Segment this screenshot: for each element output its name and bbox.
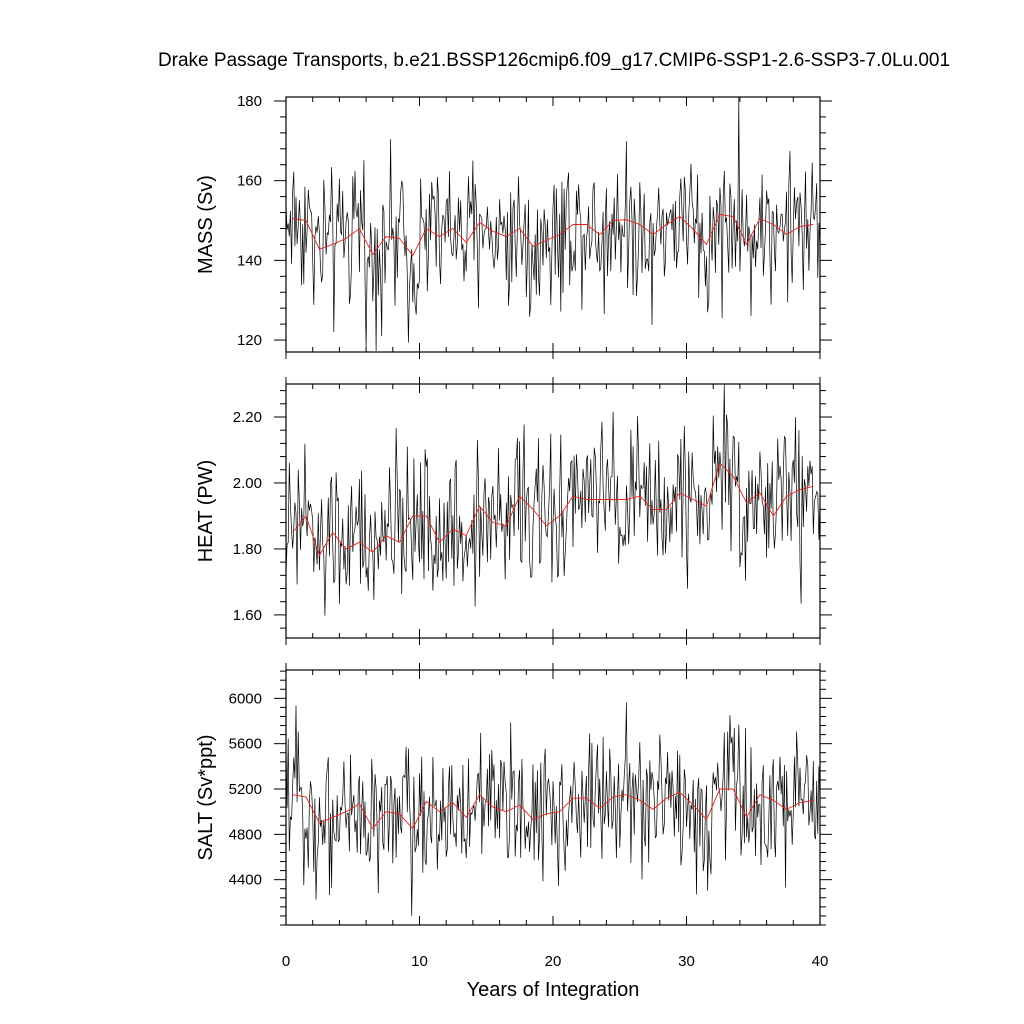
plot-frame	[285, 383, 821, 639]
panel-mass: 120 140 160 180 MASS (Sv)	[195, 93, 832, 359]
axis-ticks	[274, 377, 832, 645]
monthly-series-line	[285, 96, 821, 352]
axis-ticks	[274, 663, 832, 926]
x-tick-labels: 0 10 20 30 40	[282, 953, 829, 970]
y-tick-label: 140	[237, 252, 262, 269]
y-tick-label: 2.20	[233, 409, 262, 426]
panel-heat: 1.60 1.80 2.00 2.20 HEAT (PW)	[195, 377, 832, 645]
y-tick-label: 6000	[229, 690, 262, 707]
chart-title: Drake Passage Transports, b.e21.BSSP126c…	[158, 50, 950, 71]
x-tick-label: 30	[678, 953, 695, 970]
annual-mean-line	[292, 788, 814, 830]
y-tick-label: 160	[237, 173, 262, 190]
y-tick-label: 120	[237, 332, 262, 349]
axis-ticks	[274, 97, 832, 359]
y-tick-label: 1.60	[233, 607, 262, 624]
monthly-series-line	[285, 383, 821, 616]
y-axis-label: HEAT (PW)	[195, 460, 217, 563]
annual-mean-line	[292, 462, 814, 557]
x-tick-label: 10	[411, 953, 428, 970]
y-tick-labels: 1.60 1.80 2.00 2.20	[233, 409, 262, 624]
y-tick-label: 5600	[229, 736, 262, 753]
y-tick-label: 1.80	[233, 541, 262, 558]
monthly-series-line	[285, 702, 821, 916]
panel-salt: 4400 4800 5200 5600 6000 SALT (Sv*ppt)	[195, 663, 832, 926]
y-axis-label: SALT (Sv*ppt)	[195, 735, 217, 861]
annual-mean-line	[292, 214, 814, 257]
y-tick-label: 5200	[229, 781, 262, 798]
y-tick-label: 2.00	[233, 475, 262, 492]
y-axis-label: MASS (Sv)	[195, 175, 217, 274]
x-axis-label: Years of Integration	[467, 979, 640, 1001]
y-tick-labels: 120 140 160 180	[237, 93, 262, 349]
y-tick-label: 4400	[229, 872, 262, 889]
y-tick-label: 180	[237, 93, 262, 110]
x-tick-label: 0	[282, 953, 290, 970]
y-tick-label: 4800	[229, 826, 262, 843]
x-tick-label: 40	[812, 953, 829, 970]
y-tick-labels: 4400 4800 5200 5600 6000	[229, 690, 262, 888]
x-tick-label: 20	[545, 953, 562, 970]
